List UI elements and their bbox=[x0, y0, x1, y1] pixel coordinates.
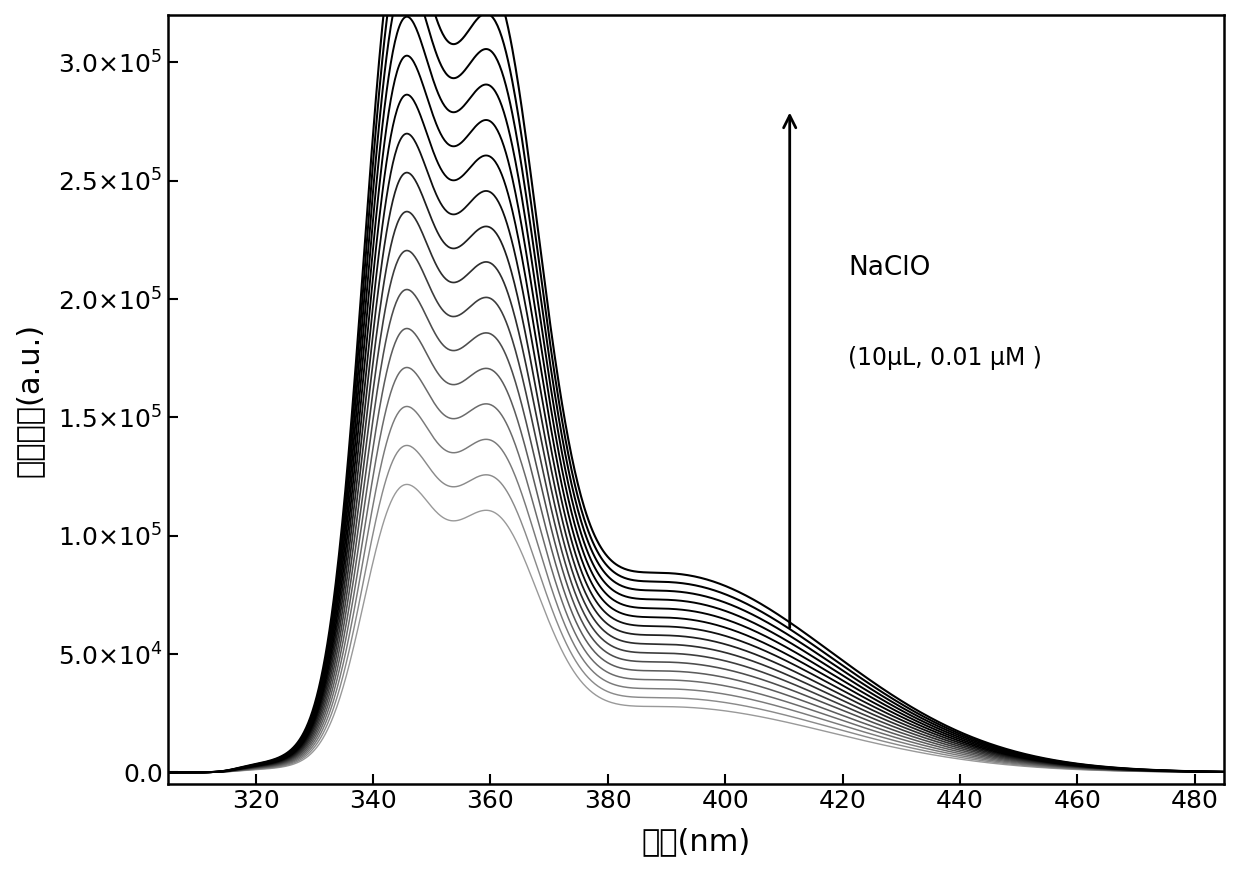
Text: NaClO: NaClO bbox=[849, 255, 930, 281]
X-axis label: 波长(nm): 波长(nm) bbox=[642, 827, 751, 856]
Y-axis label: 荧光强度(a.u.): 荧光强度(a.u.) bbox=[15, 322, 45, 476]
Text: (10μL, 0.01 μM ): (10μL, 0.01 μM ) bbox=[849, 347, 1042, 370]
